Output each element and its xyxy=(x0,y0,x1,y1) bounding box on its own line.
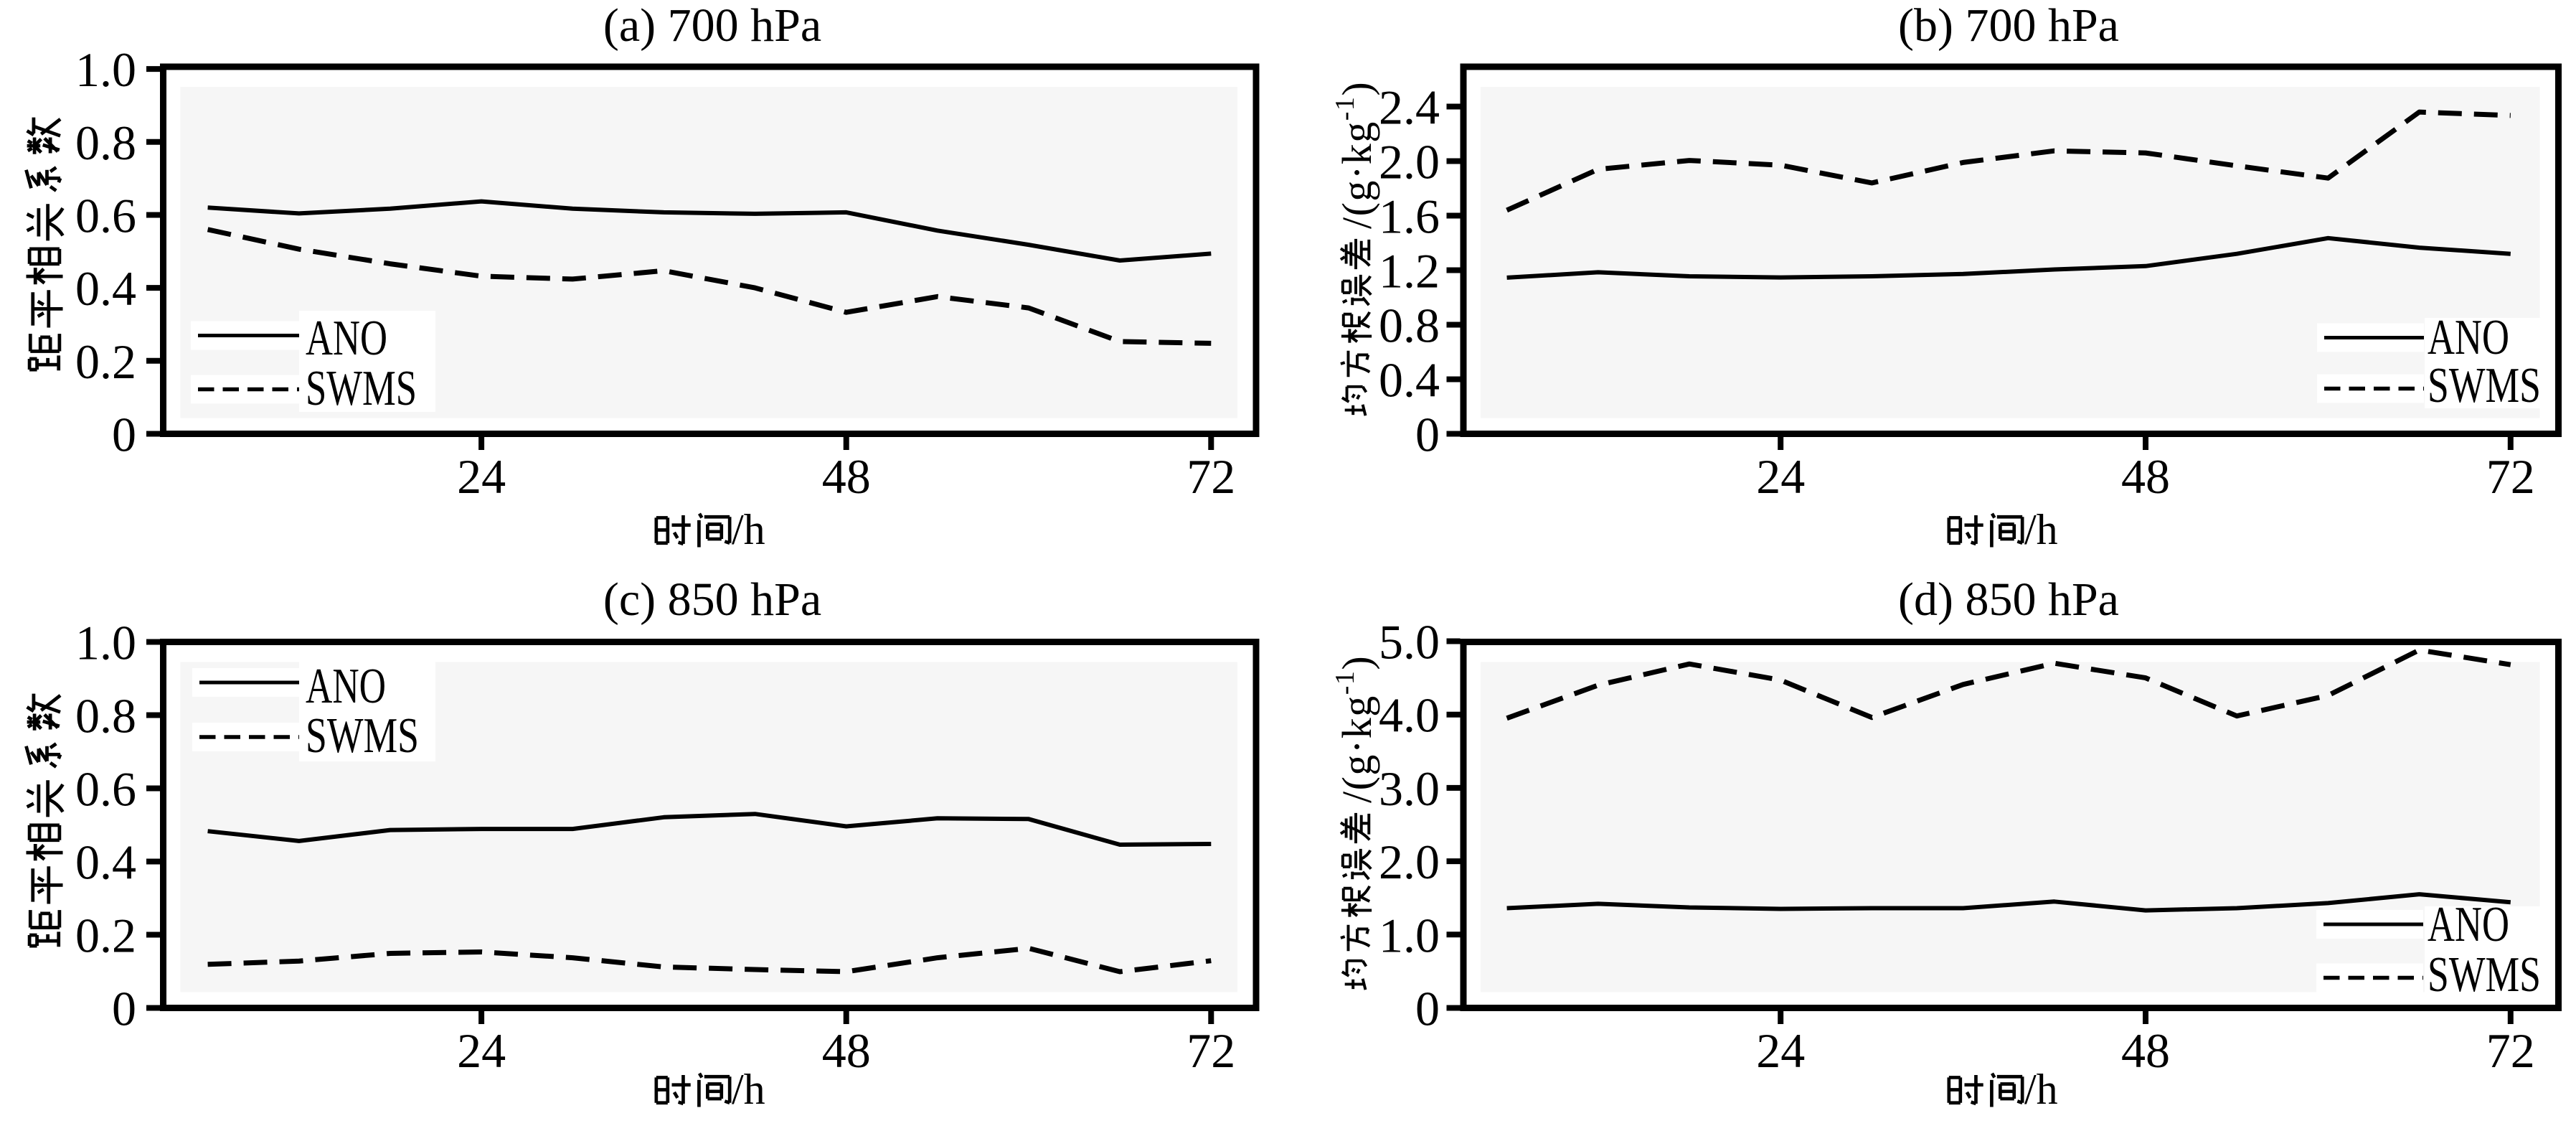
svg-text:ANO: ANO xyxy=(306,659,386,714)
svg-text:0: 0 xyxy=(1415,408,1440,462)
svg-text:24: 24 xyxy=(457,449,506,504)
svg-text:72: 72 xyxy=(2486,449,2535,504)
svg-text:48: 48 xyxy=(822,1023,871,1078)
svg-text:(b) 700 hPa: (b) 700 hPa xyxy=(1898,0,2119,52)
svg-text:0.2: 0.2 xyxy=(75,909,136,963)
svg-text:24: 24 xyxy=(457,1023,506,1078)
svg-text:(a) 700 hPa: (a) 700 hPa xyxy=(603,0,821,52)
svg-text:ANO: ANO xyxy=(306,311,387,366)
svg-text:(d) 850 hPa: (d) 850 hPa xyxy=(1898,573,2119,626)
svg-text:0.4: 0.4 xyxy=(1379,353,1440,408)
svg-text:1.0: 1.0 xyxy=(75,616,136,670)
svg-text:4.0: 4.0 xyxy=(1379,688,1440,743)
svg-text:SWMS: SWMS xyxy=(2428,947,2541,1003)
svg-text:2.0: 2.0 xyxy=(1379,135,1440,189)
svg-text:5.0: 5.0 xyxy=(1379,615,1440,670)
svg-text:0.4: 0.4 xyxy=(75,835,136,890)
svg-text:72: 72 xyxy=(2486,1023,2535,1078)
svg-text:0.2: 0.2 xyxy=(75,334,136,389)
svg-text:72: 72 xyxy=(1186,1023,1235,1078)
svg-text:SWMS: SWMS xyxy=(306,708,419,764)
svg-text:24: 24 xyxy=(1756,1023,1805,1078)
svg-text:48: 48 xyxy=(2121,1023,2170,1078)
svg-text:(c) 850 hPa: (c) 850 hPa xyxy=(603,573,821,626)
svg-text:24: 24 xyxy=(1756,449,1805,504)
svg-text:SWMS: SWMS xyxy=(306,361,417,416)
svg-text:3.0: 3.0 xyxy=(1379,761,1440,816)
svg-text:0.8: 0.8 xyxy=(75,116,136,170)
svg-text:1.2: 1.2 xyxy=(1379,244,1440,299)
svg-text:/h: /h xyxy=(732,1066,765,1113)
svg-text:0.8: 0.8 xyxy=(1379,299,1440,353)
svg-text:ANO: ANO xyxy=(2428,310,2509,365)
svg-text:1.0: 1.0 xyxy=(1379,908,1440,962)
svg-text:SWMS: SWMS xyxy=(2428,358,2541,413)
svg-text:0.4: 0.4 xyxy=(75,261,136,316)
svg-text:0: 0 xyxy=(112,982,136,1036)
svg-text:0: 0 xyxy=(112,408,136,462)
svg-text:2.4: 2.4 xyxy=(1379,80,1440,135)
svg-text:/h: /h xyxy=(2024,1066,2058,1113)
svg-text:48: 48 xyxy=(2121,449,2170,504)
svg-text:ANO: ANO xyxy=(2428,897,2509,952)
svg-text:0.6: 0.6 xyxy=(75,762,136,817)
svg-text:/h: /h xyxy=(2024,506,2058,553)
svg-text:0: 0 xyxy=(1415,982,1440,1036)
svg-text:48: 48 xyxy=(822,449,871,504)
svg-text:2.0: 2.0 xyxy=(1379,835,1440,889)
svg-text:0.6: 0.6 xyxy=(75,189,136,243)
svg-text:1.0: 1.0 xyxy=(75,42,136,97)
svg-text:0.8: 0.8 xyxy=(75,689,136,743)
svg-text:1.6: 1.6 xyxy=(1379,189,1440,244)
svg-text:/h: /h xyxy=(732,506,765,553)
svg-text:72: 72 xyxy=(1186,449,1235,504)
